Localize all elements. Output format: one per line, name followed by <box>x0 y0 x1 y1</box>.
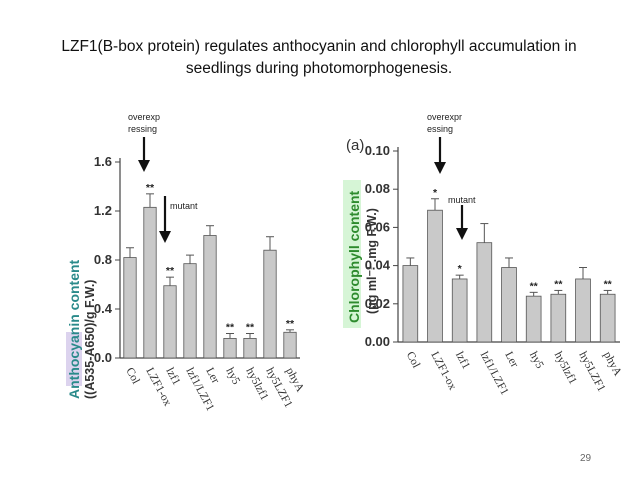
y-tick-label: 0.02 <box>365 296 390 311</box>
significance-mark: ** <box>146 182 155 194</box>
significance-mark: ** <box>226 322 235 334</box>
right-mutant-note: mutant <box>448 195 476 205</box>
y-axis-unit: ((A535-A650)/g F.W.) <box>83 280 97 399</box>
significance-mark: ** <box>604 278 613 290</box>
bar-Ler <box>501 267 517 343</box>
chlorophyll-chart: (a) Chlorophyll content (μg ml⁻¹ .mg F.W… <box>343 137 624 397</box>
left-overexpressing-note-line-2: ressing <box>128 124 158 134</box>
significance-mark: ** <box>166 265 175 277</box>
panel-letter: (a) <box>346 137 364 154</box>
y-tick-label: 1.2 <box>94 203 112 218</box>
y-tick-label: 0.10 <box>365 143 390 158</box>
left-overexpressing-arrow <box>138 137 150 172</box>
right-overexpressing-note-line-2: essing <box>427 124 454 134</box>
significance-mark: ** <box>554 278 563 290</box>
y-tick-label: 0.0 <box>94 350 112 365</box>
y-axis-label: Anthocyanin content <box>66 259 82 399</box>
left-mutant-arrow <box>159 196 171 243</box>
y-tick-label: 0.00 <box>365 334 390 349</box>
slide-title: LZF1(B-box protein) regulates anthocyani… <box>0 36 638 80</box>
anthocyanin-chart: Anthocyanin content ((A535-A650)/g F.W.)… <box>66 154 306 413</box>
y-axis-unit: (μg ml⁻¹ .mg F.W.) <box>365 208 379 314</box>
right-overexpressing-note-line-1: overexpr <box>427 112 463 122</box>
y-axis-label: Chlorophyll content <box>346 190 362 323</box>
left-mutant-note: mutant <box>170 201 198 211</box>
y-tick-label: 0.08 <box>365 181 390 196</box>
right-overexpressing-arrow <box>434 137 446 174</box>
y-tick-label: 0.04 <box>365 258 391 273</box>
significance-mark: * <box>458 263 463 275</box>
slide-title-line-1: LZF1(B-box protein) regulates anthocyani… <box>61 38 577 55</box>
significance-mark: * <box>433 187 438 199</box>
right-overexpressing-note: overexpr essing <box>427 111 462 135</box>
y-tick-label: 0.06 <box>365 219 390 234</box>
y-tick-label: 0.4 <box>94 301 113 316</box>
significance-mark: ** <box>286 318 295 330</box>
significance-mark: ** <box>530 280 539 292</box>
y-tick-label: 1.6 <box>94 154 112 169</box>
right-mutant-arrow <box>456 205 468 240</box>
y-tick-label: 0.8 <box>94 252 112 267</box>
ylabel-highlight <box>343 180 361 328</box>
significance-mark: ** <box>246 322 255 334</box>
left-overexpressing-note-line-1: overexp <box>128 112 161 122</box>
slide-title-line-2: seedlings during photomorphogenesis. <box>185 60 453 77</box>
left-overexpressing-note: overexp ressing <box>128 111 160 135</box>
page-number: 29 <box>580 453 592 464</box>
ylabel-highlight <box>66 332 82 386</box>
